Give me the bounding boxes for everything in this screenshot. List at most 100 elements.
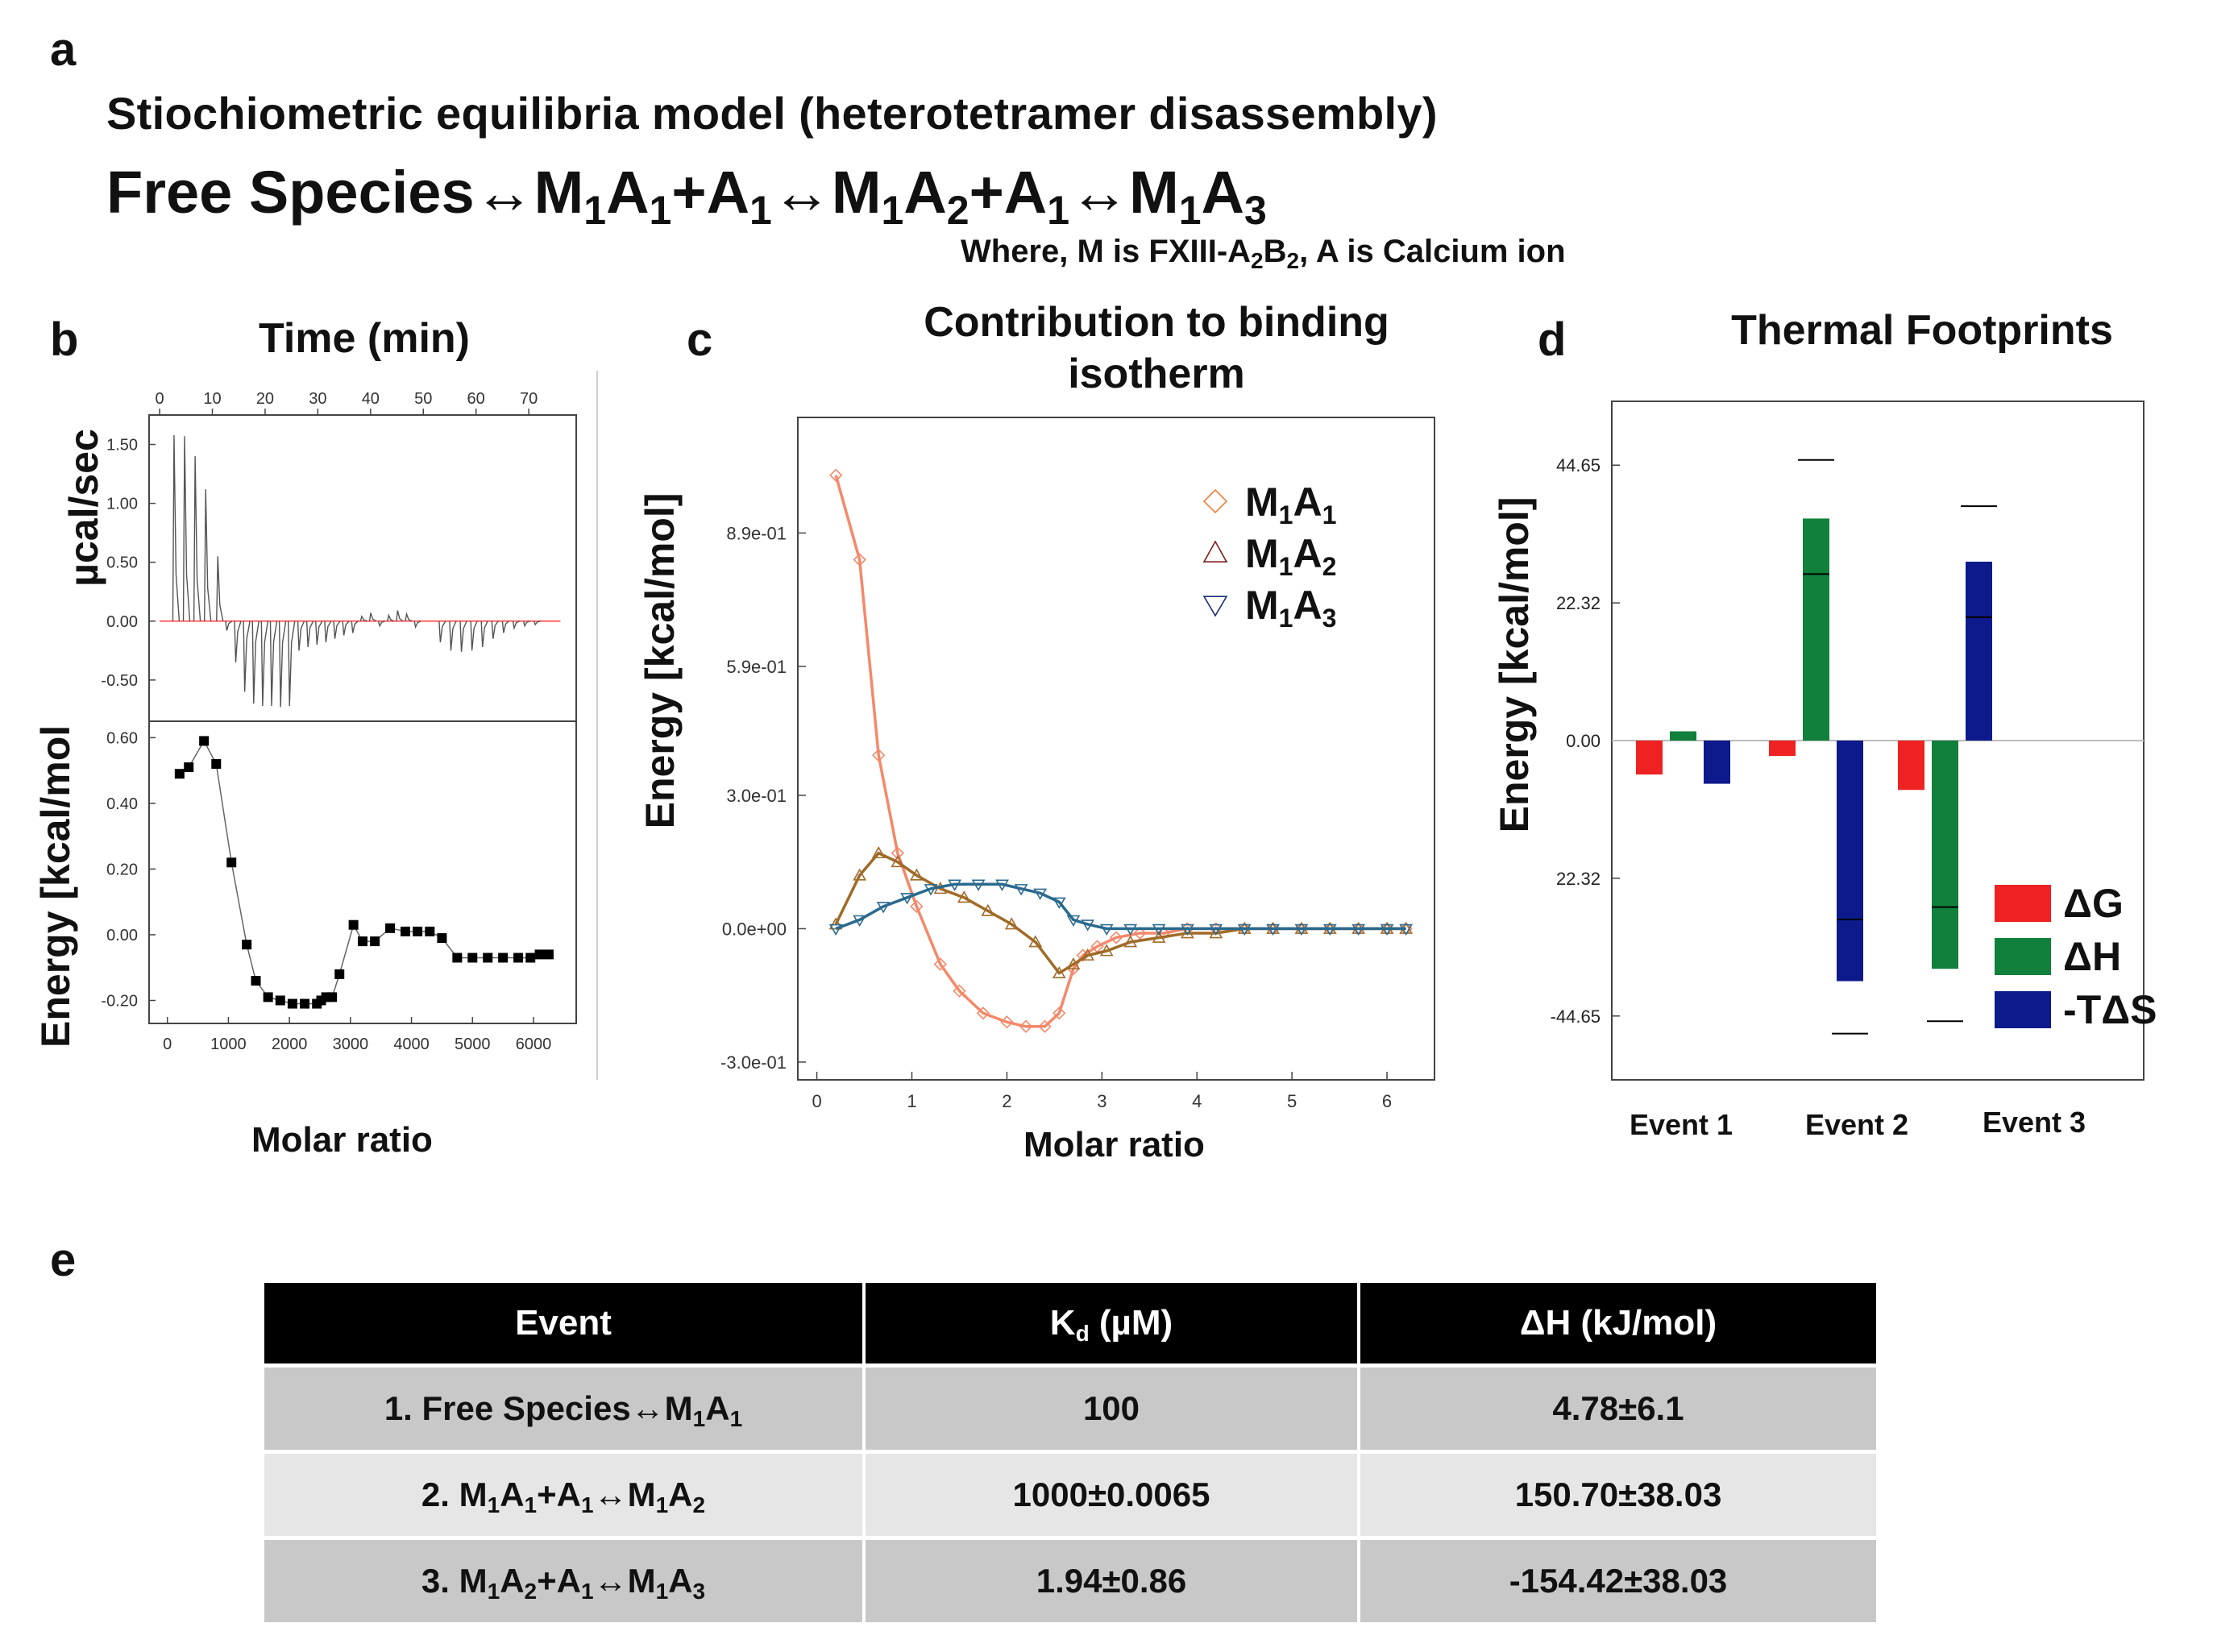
series-point-m1a3 bbox=[1380, 924, 1394, 936]
series-point-m1a3 bbox=[1181, 924, 1194, 936]
series-point-m1a1 bbox=[1038, 1019, 1052, 1033]
series-point-m1a2 bbox=[1099, 944, 1114, 957]
legend-label: ΔG bbox=[2063, 881, 2124, 926]
c-frame bbox=[797, 417, 1435, 1081]
c-ytick-label: 3.0e-01 bbox=[726, 786, 787, 806]
b-bottom-plot bbox=[174, 736, 554, 1009]
eq-arrow-3: ↔ bbox=[1069, 159, 1130, 226]
c-ytick-label: 8.9e-01 bbox=[726, 523, 787, 543]
cell-dh: 4.78±6.1 bbox=[1359, 1364, 1876, 1452]
series-point-m1a2 bbox=[1052, 965, 1066, 978]
injection-peak bbox=[449, 621, 457, 651]
eq-sub: 1 bbox=[649, 188, 672, 233]
injection-peak bbox=[368, 612, 376, 622]
eq-a: A bbox=[606, 159, 650, 226]
series-point-m1a1 bbox=[910, 899, 924, 913]
series-point-m1a3 bbox=[1052, 897, 1066, 909]
series-point-m1a2 bbox=[1081, 948, 1094, 961]
panel-letter-e: e bbox=[50, 1234, 77, 1286]
bar--TΔS-event-2 bbox=[1837, 741, 1863, 982]
series-point-m1a1 bbox=[872, 749, 886, 762]
panel-d-title: Thermal Footprints bbox=[1731, 307, 2113, 354]
injection-peak bbox=[297, 621, 305, 651]
b-top-xtick-label: 10 bbox=[203, 390, 221, 408]
b-top-xtick-label: 0 bbox=[156, 390, 164, 408]
series-point-m1a3 bbox=[1266, 924, 1280, 936]
b-bottom-xtick-label: 3000 bbox=[333, 1036, 369, 1053]
series-point-m1a3 bbox=[995, 879, 1009, 891]
b-bottom-ytick-label: 0.00 bbox=[106, 927, 138, 944]
b-top-ytick-label: 1.50 bbox=[106, 437, 138, 455]
b-top-ytick-label: 0.00 bbox=[106, 613, 138, 631]
d-ylabel: Energy [kcal/mol] bbox=[1492, 496, 1537, 833]
b-bottom-ytick-label: 0.60 bbox=[106, 729, 138, 747]
injection-peak bbox=[193, 456, 201, 621]
injection-peak bbox=[459, 621, 467, 652]
b-bottom-xtick-label: 0 bbox=[163, 1036, 172, 1053]
b-bottom-frame bbox=[148, 720, 577, 1024]
series-point-m1a2 bbox=[910, 868, 924, 881]
d-ytick-label: 22.32 bbox=[1556, 593, 1601, 613]
series-point-m1a3 bbox=[948, 879, 961, 891]
data-point bbox=[467, 953, 478, 963]
injection-peak bbox=[413, 621, 421, 629]
b-bottom-ytick-label: 0.40 bbox=[106, 795, 138, 813]
note-sub: 2 bbox=[1251, 248, 1264, 273]
injection-peak bbox=[278, 621, 287, 708]
data-point bbox=[184, 762, 194, 773]
series-line-m1a2 bbox=[834, 851, 1406, 975]
eq-free-species: Free Species bbox=[106, 159, 475, 226]
c-ylabel: Energy [kcal/mol] bbox=[637, 492, 683, 829]
table-row: 1. Free Species↔M1A1 100 4.78±6.1 bbox=[264, 1364, 1876, 1452]
series-point-m1a3 bbox=[1322, 924, 1337, 936]
b-bottom-xtick-label: 2000 bbox=[272, 1036, 308, 1053]
series-point-m1a3 bbox=[1294, 924, 1309, 936]
injection-peak bbox=[396, 610, 404, 622]
series-point-m1a1 bbox=[891, 846, 904, 860]
series-point-m1a3 bbox=[1099, 924, 1114, 936]
eq-a: A bbox=[1201, 159, 1244, 226]
table-row: 3. M1A2+A1↔M1A3 1.94±0.86 -154.42±38.03 bbox=[264, 1536, 1876, 1622]
series-point-m1a1 bbox=[1076, 948, 1090, 962]
eq-sub: 3 bbox=[1244, 188, 1267, 233]
injection-peak bbox=[333, 621, 341, 639]
cell-kd: 1.94±0.86 bbox=[864, 1536, 1360, 1622]
series-point-m1a2 bbox=[957, 890, 971, 903]
b-bottom-xtick-label: 4000 bbox=[393, 1036, 430, 1053]
b-top-xtick-label: 30 bbox=[309, 390, 326, 408]
panel-letter-b: b bbox=[50, 313, 79, 366]
injection-peak bbox=[359, 615, 367, 622]
injection-peak bbox=[216, 556, 224, 621]
series-point-m1a2 bbox=[1004, 917, 1019, 930]
d-xlabel-event-3: Event 3 bbox=[1983, 1106, 2086, 1139]
series-point-m1a1 bbox=[1156, 926, 1171, 940]
b-bottom-ytick-label: -0.20 bbox=[101, 992, 138, 1010]
series-point-m1a3 bbox=[924, 884, 938, 896]
injection-peak bbox=[225, 621, 233, 631]
series-point-m1a2 bbox=[828, 917, 843, 930]
injection-peak bbox=[243, 621, 251, 692]
b-top-plot bbox=[160, 434, 561, 708]
kinetics-table: Event Kd (µM) ΔH (kJ/mol) 1. Free Specie… bbox=[264, 1283, 1876, 1622]
series-point-m1a2 bbox=[871, 845, 886, 859]
b-top-xtick-label: 50 bbox=[414, 390, 432, 408]
series-point-m1a3 bbox=[1209, 924, 1223, 936]
note-suffix: , A is Calcium ion bbox=[1299, 234, 1566, 269]
d-ticks: 44.65 22.32 0.00 22.32 -44.65 bbox=[1551, 455, 1620, 1027]
injection-peak bbox=[351, 621, 359, 633]
injection-peak bbox=[269, 621, 278, 707]
d-xlabel-event-1: Event 1 bbox=[1630, 1108, 1733, 1141]
bar-ΔG-event-2 bbox=[1769, 741, 1796, 757]
panel-b-divider bbox=[596, 371, 598, 1080]
injection-peak bbox=[491, 621, 499, 639]
legend-entry-dg: ΔG bbox=[1995, 881, 2124, 926]
b-top-xtick-label: 40 bbox=[362, 390, 380, 408]
injection-peak bbox=[251, 621, 259, 704]
eq-m-1: M bbox=[534, 159, 584, 226]
b-top-ytick-label: 0.50 bbox=[106, 554, 138, 572]
series-point-m1a1 bbox=[853, 553, 866, 567]
bar-ΔH-event-3 bbox=[1932, 741, 1958, 969]
legend-entry-dh: ΔH bbox=[1995, 934, 2121, 979]
b-top-xtick-label: 20 bbox=[256, 390, 274, 408]
